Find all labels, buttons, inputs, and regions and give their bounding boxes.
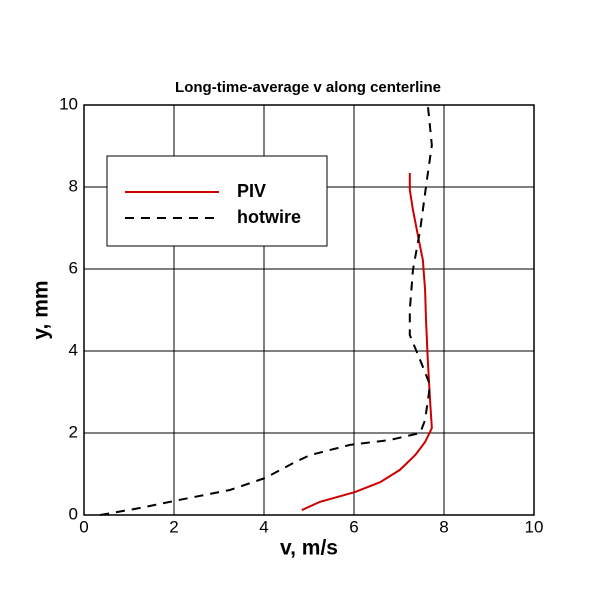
y-tick-label: 0 — [69, 504, 78, 523]
data-line — [301, 173, 433, 511]
y-tick-label: 8 — [69, 176, 78, 195]
y-tick-label: 2 — [69, 422, 78, 441]
x-tick-label: 10 — [525, 517, 544, 536]
x-tick-label: 2 — [169, 517, 178, 536]
legend-box — [106, 155, 328, 247]
x-tick-label: 4 — [259, 517, 268, 536]
y-tick-label: 10 — [59, 94, 78, 113]
legend-label: hotwire — [237, 207, 301, 227]
y-tick-label: 6 — [69, 258, 78, 277]
legend-label: PIV — [237, 181, 266, 201]
x-axis-label: v, m/s — [280, 537, 338, 560]
x-tick-label: 6 — [349, 517, 358, 536]
y-axis-label: y, mm — [30, 280, 53, 339]
x-tick-label: 0 — [79, 517, 88, 536]
plot-frame — [83, 104, 535, 516]
x-tick-label: 8 — [439, 517, 448, 536]
y-tick-label: 4 — [69, 340, 78, 359]
chart-title: Long-time-average v along centerline — [175, 79, 441, 96]
data-line — [100, 104, 433, 516]
